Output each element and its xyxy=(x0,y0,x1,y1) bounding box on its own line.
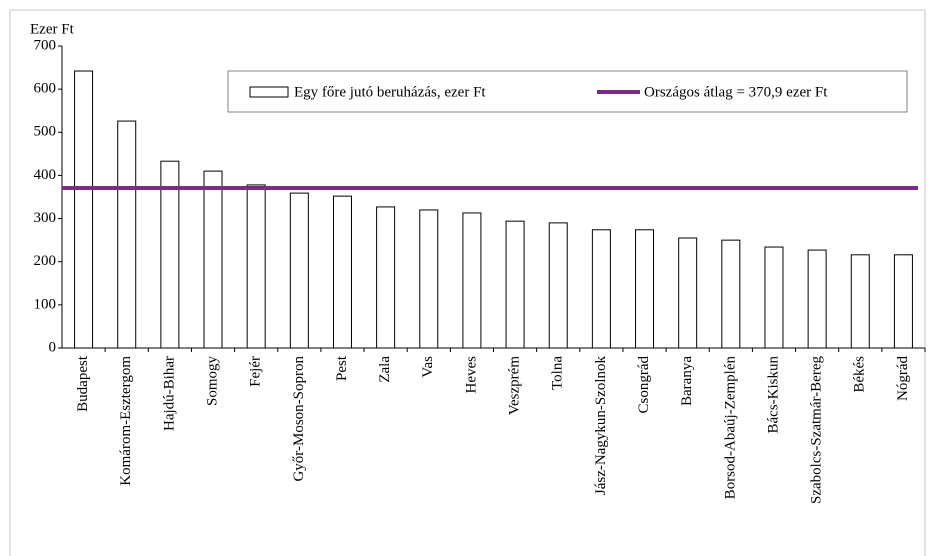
x-tick-label: Heves xyxy=(463,356,479,394)
bar xyxy=(203,170,223,349)
x-tick-label: Zala xyxy=(377,356,393,383)
bar xyxy=(246,184,266,349)
x-tick-label: Pest xyxy=(334,355,350,381)
x-tick-label: Borsod-Abaúj-Zemplén xyxy=(722,356,738,500)
bar xyxy=(591,229,611,349)
x-tick-label: Nógrád xyxy=(895,356,911,401)
bar xyxy=(505,220,525,349)
legend-box xyxy=(227,70,908,113)
x-tick-label: Fejér xyxy=(248,356,264,387)
bar xyxy=(678,237,698,349)
chart-frame xyxy=(9,9,926,556)
x-tick-label: Jász-Nagykun-Szolnok xyxy=(593,356,609,496)
legend-swatch xyxy=(249,86,289,98)
bar xyxy=(332,195,352,349)
x-tick-label: Budapest xyxy=(75,355,91,412)
bar xyxy=(462,212,482,349)
bar xyxy=(160,160,180,349)
y-tick-label: 600 xyxy=(34,81,57,97)
legend-label: Egy főre jutó beruházás, ezer Ft xyxy=(294,84,486,100)
y-tick-label: 0 xyxy=(49,339,57,355)
y-tick-label: 100 xyxy=(34,296,57,312)
bar xyxy=(764,246,784,349)
x-tick-label: Baranya xyxy=(679,356,695,406)
bar xyxy=(807,249,827,349)
y-tick-label: 300 xyxy=(34,210,57,226)
bar xyxy=(893,254,913,349)
bar xyxy=(117,120,137,349)
bar xyxy=(376,206,396,349)
x-tick-label: Tolna xyxy=(550,356,566,390)
x-tick-label: Bács-Kiskun xyxy=(765,356,781,434)
bar xyxy=(548,222,568,349)
x-tick-label: Veszprém xyxy=(507,356,523,415)
legend-label: Országos átlag = 370,9 ezer Ft xyxy=(644,84,828,100)
bar xyxy=(74,70,94,349)
y-tick-label: 200 xyxy=(34,253,57,269)
x-tick-label: Komárom-Esztergom xyxy=(118,356,134,486)
bar xyxy=(289,192,309,349)
bar xyxy=(850,254,870,349)
bar xyxy=(635,229,655,349)
y-axis-label: Ezer Ft xyxy=(30,21,75,37)
x-tick-label: Szabolcs-Szatmár-Bereg xyxy=(809,356,825,504)
y-tick-label: 700 xyxy=(34,37,57,53)
bar xyxy=(721,239,741,349)
y-tick-label: 500 xyxy=(34,124,57,140)
x-tick-label: Békés xyxy=(852,356,868,393)
x-tick-label: Csongrád xyxy=(636,356,652,414)
y-tick-label: 400 xyxy=(34,167,57,183)
x-tick-label: Vas xyxy=(420,356,436,378)
bar xyxy=(419,209,439,349)
x-tick-label: Somogy xyxy=(204,356,220,407)
x-tick-label: Hajdú-Bihar xyxy=(161,356,177,431)
x-tick-label: Győr-Moson-Sopron xyxy=(291,356,307,482)
